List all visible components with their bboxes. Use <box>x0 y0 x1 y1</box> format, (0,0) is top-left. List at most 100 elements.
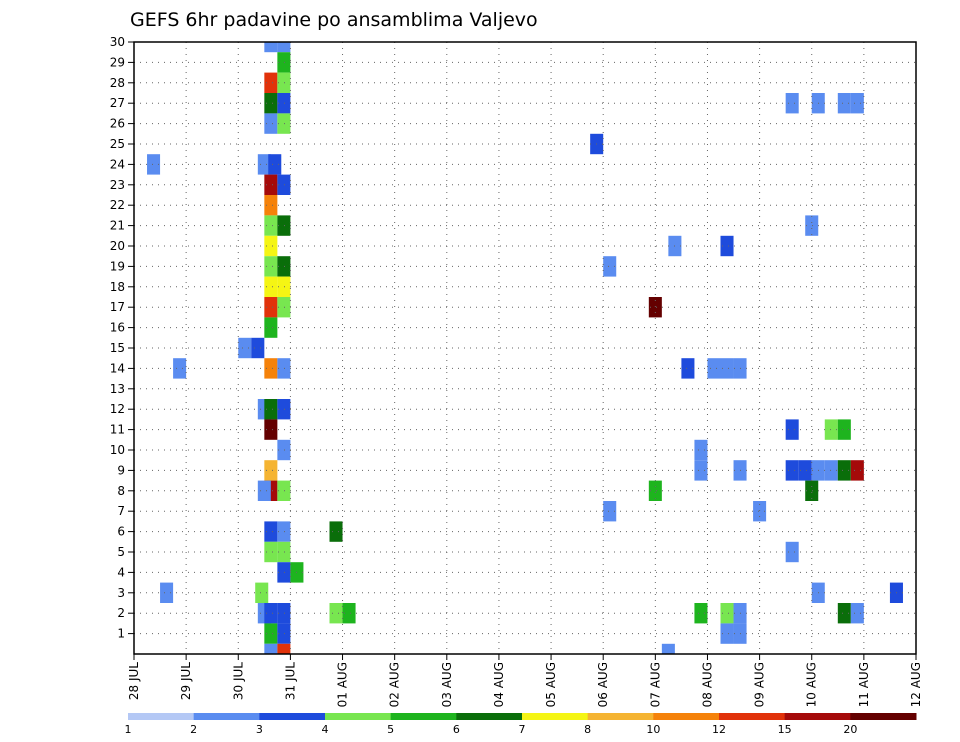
precip-cell <box>824 419 838 440</box>
colorbar-label: 12 <box>712 723 726 736</box>
precip-cell <box>264 297 278 318</box>
precip-cell <box>720 235 734 257</box>
precip-cell <box>277 643 291 654</box>
precip-cell <box>264 358 278 379</box>
y-tick-label: 16 <box>110 321 125 335</box>
precip-cell <box>694 603 708 624</box>
y-tick-label: 27 <box>110 96 125 110</box>
precip-cell <box>264 643 278 654</box>
precip-cell <box>785 93 799 114</box>
precip-cell <box>257 154 271 175</box>
precip-cell <box>850 603 864 624</box>
y-tick-label: 1 <box>117 627 125 641</box>
y-tick-label: 14 <box>110 361 125 375</box>
precip-cell <box>837 603 851 624</box>
x-tick-label: 11 AUG <box>857 662 871 707</box>
precip-cell <box>329 521 343 542</box>
precip-cell <box>661 643 675 654</box>
precip-cell <box>277 93 291 114</box>
x-tick-label: 31 JUL <box>283 662 297 700</box>
precip-cell <box>173 358 187 379</box>
precip-cell <box>277 42 291 53</box>
y-tick-label: 4 <box>117 565 125 579</box>
precip-cell <box>277 623 291 644</box>
colorbar-swatch <box>784 713 851 720</box>
colorbar-swatch <box>522 713 589 720</box>
x-tick-label: 04 AUG <box>492 662 506 707</box>
precip-cell <box>277 521 291 542</box>
precip-cell <box>277 215 291 236</box>
precip-cell <box>837 93 851 114</box>
x-tick-label: 09 AUG <box>753 662 767 707</box>
precip-cell <box>753 501 767 522</box>
precip-cell <box>264 419 278 440</box>
precip-cell <box>805 215 819 236</box>
colorbar-swatch <box>850 713 917 720</box>
colorbar-label: 15 <box>778 723 792 736</box>
colorbar-swatch <box>653 713 720 720</box>
precip-cell <box>264 603 278 624</box>
y-tick-label: 30 <box>110 35 125 49</box>
y-tick-label: 20 <box>110 239 125 253</box>
precip-cell <box>264 93 278 114</box>
precip-cell <box>277 276 291 297</box>
y-tick-label: 28 <box>110 76 125 90</box>
y-tick-label: 3 <box>117 586 125 600</box>
y-tick-label: 25 <box>110 137 125 151</box>
precip-cell <box>264 460 278 481</box>
x-tick-label: 10 AUG <box>805 662 819 707</box>
y-tick-label: 13 <box>110 382 125 396</box>
precip-cell <box>277 439 291 461</box>
y-tick-label: 17 <box>110 300 125 314</box>
colorbar-swatch <box>587 713 654 720</box>
precip-cell <box>277 541 291 563</box>
precip-cell <box>694 439 708 461</box>
y-tick-label: 15 <box>110 341 125 355</box>
precip-cell <box>681 358 695 379</box>
precip-cell <box>264 195 278 216</box>
y-tick-label: 29 <box>110 55 125 69</box>
precip-cell <box>268 154 282 175</box>
y-tick-label: 6 <box>117 525 125 539</box>
colorbar-legend: 1 2 3 4 5 6 7 8 10 12 15 20 <box>125 713 917 736</box>
precip-cell <box>255 582 269 603</box>
chart-title: GEFS 6hr padavine po ansamblima Valjevo <box>130 9 538 31</box>
precip-cell <box>277 480 291 501</box>
precip-cell <box>277 52 291 73</box>
x-tick-label: 08 AUG <box>700 662 714 707</box>
precip-cell <box>277 358 291 379</box>
colorbar-swatch <box>390 713 457 720</box>
y-axis: 1234567891011121314151617181920212223242… <box>110 35 134 641</box>
colorbar-swatch <box>456 713 523 720</box>
y-tick-label: 18 <box>110 280 125 294</box>
precip-cell <box>805 480 819 501</box>
precip-cell <box>264 113 278 134</box>
precip-cell <box>264 317 278 338</box>
precip-cell <box>251 337 265 359</box>
precip-cell <box>277 72 291 93</box>
y-tick-label: 26 <box>110 117 125 131</box>
precip-cell <box>603 501 617 522</box>
colorbar-label: 5 <box>387 723 394 736</box>
precip-cell <box>238 337 252 359</box>
y-tick-label: 5 <box>117 545 125 559</box>
precip-cell <box>264 174 278 195</box>
precip-cell <box>329 603 343 624</box>
precip-cell <box>264 42 278 53</box>
precip-cell <box>277 297 291 318</box>
precip-cell <box>837 419 851 440</box>
precip-cell <box>798 460 812 481</box>
y-tick-label: 21 <box>110 219 125 233</box>
colorbar-label: 10 <box>646 723 660 736</box>
colorbar-swatch <box>325 713 392 720</box>
colorbar-label: 6 <box>453 723 460 736</box>
colorbar-label: 3 <box>256 723 263 736</box>
y-tick-label: 24 <box>110 157 125 171</box>
grid-lines <box>134 41 916 654</box>
colorbar-label: 20 <box>843 723 857 736</box>
precip-cell <box>264 215 278 236</box>
x-tick-label: 28 JUL <box>127 662 141 700</box>
x-tick-label: 29 JUL <box>179 662 193 700</box>
precip-cell <box>785 419 799 440</box>
x-axis: 28 JUL 29 JUL 30 JUL 31 JUL 01 AUG 02 AUG 03 A… <box>127 654 923 707</box>
